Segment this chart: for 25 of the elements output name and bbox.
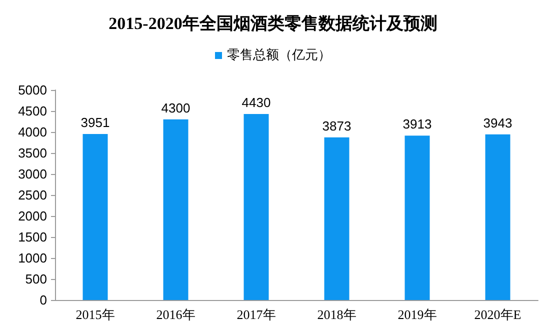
data-label: 3873 xyxy=(322,118,352,134)
x-tick-label: 2015年 xyxy=(76,307,115,322)
y-tick-label: 3000 xyxy=(18,166,47,182)
x-tick-label: 2017年 xyxy=(236,307,276,322)
y-tick-label: 1500 xyxy=(18,230,47,244)
x-tick-label: 2016年 xyxy=(156,307,196,322)
data-label: 4430 xyxy=(242,94,271,110)
y-tick-label: 3500 xyxy=(18,146,47,160)
y-tick-label: 4000 xyxy=(18,124,47,140)
y-tick-label: 4500 xyxy=(18,104,47,118)
data-label: 3913 xyxy=(402,116,432,132)
y-tick-label: 500 xyxy=(25,272,47,286)
data-label: 3943 xyxy=(483,115,512,130)
y-tick-label: 1000 xyxy=(18,250,47,266)
y-tick-label: 0 xyxy=(40,292,47,308)
y-tick-label: 5000 xyxy=(18,82,47,98)
data-label: 4300 xyxy=(161,100,190,116)
data-label: 3951 xyxy=(80,115,110,130)
y-tick-label: 2000 xyxy=(18,208,47,224)
y-tick-label: 2500 xyxy=(18,188,47,202)
legend-label: 零售总额（亿元） xyxy=(227,48,331,63)
x-tick-label: 2019年 xyxy=(398,307,437,322)
x-tick-label: 2020年E xyxy=(474,307,522,322)
chart-title: 2015-2020年全国烟酒类零售数据统计及预测 xyxy=(108,14,438,33)
x-tick-label: 2018年 xyxy=(317,307,356,322)
